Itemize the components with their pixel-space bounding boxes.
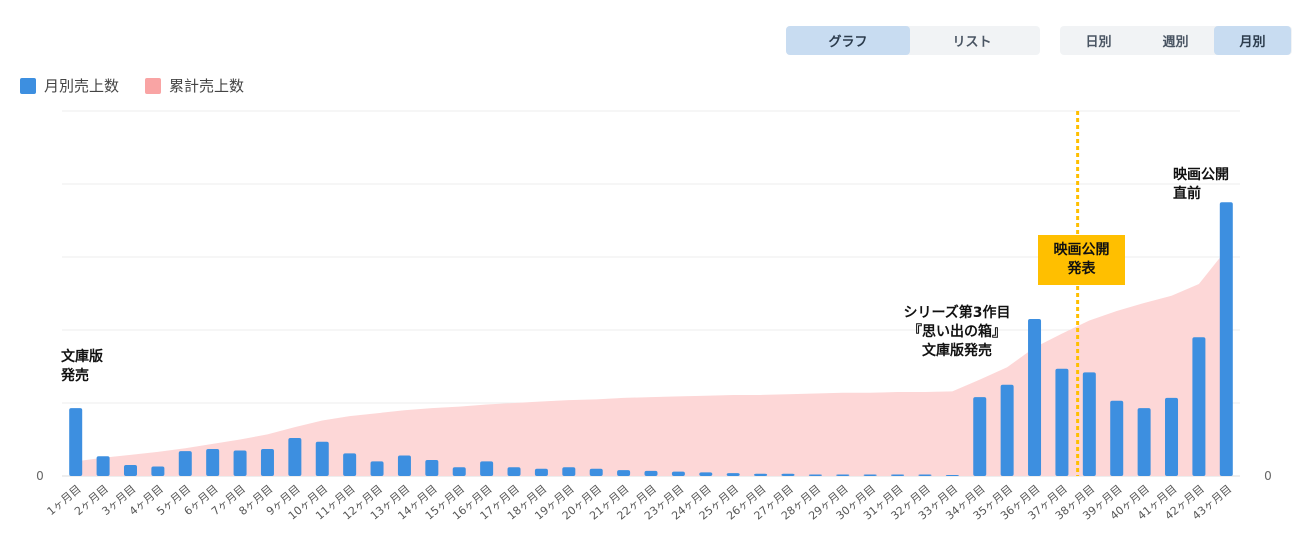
- annotation-before-movie-release: 映画公開 直前: [1173, 167, 1229, 202]
- bar-6: [206, 448, 220, 476]
- bar-41: [1165, 397, 1179, 476]
- bar-33: [945, 475, 959, 476]
- bar-23: [671, 471, 685, 476]
- bar-40: [1137, 408, 1151, 476]
- bar-30: [863, 474, 877, 476]
- bar-1: [69, 408, 83, 476]
- bar-38: [1082, 372, 1096, 476]
- legend-label-monthly: 月別売上数: [44, 77, 120, 95]
- bar-5: [178, 451, 192, 476]
- annotation-bunko-release: 文庫版 発売: [61, 349, 103, 384]
- bar-4: [151, 466, 165, 476]
- bar-21: [617, 470, 631, 476]
- bar-9: [288, 438, 302, 476]
- bar-8: [260, 448, 274, 476]
- bar-34: [973, 397, 987, 476]
- bar-2: [96, 456, 110, 476]
- cumulative-area: [75, 249, 1227, 476]
- bar-43: [1219, 202, 1233, 476]
- bar-16: [480, 461, 494, 476]
- bar-19: [562, 467, 576, 476]
- bar-11: [343, 453, 357, 476]
- bar-10: [315, 441, 329, 476]
- annotation-third-book-release: シリーズ第3作目 『思い出の箱』 文庫版発売: [903, 305, 1011, 359]
- annotation-movie-announcement: 映画公開 発表: [1038, 235, 1125, 285]
- legend-label-cumulative: 累計売上数: [169, 77, 245, 95]
- list-view-button[interactable]: リスト: [952, 35, 992, 50]
- weekly-button[interactable]: 週別: [1162, 35, 1189, 50]
- bar-15: [452, 467, 466, 476]
- chart-legend: 月別売上数 累計売上数: [20, 75, 270, 96]
- bar-14: [425, 459, 439, 476]
- bar-3: [123, 465, 137, 476]
- bar-39: [1110, 400, 1124, 476]
- bar-13: [397, 455, 411, 476]
- bar-7: [233, 450, 247, 476]
- bar-32: [918, 474, 932, 476]
- bar-18: [534, 468, 548, 476]
- y2-axis-tick-0: 0: [1264, 469, 1272, 483]
- bar-20: [589, 468, 603, 476]
- bar-36: [1028, 319, 1042, 476]
- bar-24: [699, 472, 713, 476]
- legend-swatch-monthly: [20, 77, 36, 94]
- period-toggle: 日別 週別 月別: [1060, 26, 1292, 55]
- bar-35: [1000, 384, 1014, 476]
- bar-26: [754, 473, 768, 476]
- bar-12: [370, 461, 384, 476]
- bar-25: [726, 473, 740, 476]
- y-axis-tick-0: 0: [36, 469, 44, 483]
- bar-29: [836, 474, 850, 476]
- bar-42: [1192, 337, 1206, 476]
- legend-item-cumulative[interactable]: 累計売上数: [145, 75, 244, 96]
- bar-37: [1055, 368, 1069, 476]
- bar-27: [781, 473, 795, 476]
- bar-28: [808, 474, 822, 476]
- bar-17: [507, 467, 521, 476]
- legend-item-monthly[interactable]: 月別売上数: [20, 75, 119, 96]
- view-toggle: グラフ リスト: [786, 26, 1040, 55]
- bar-31: [891, 474, 905, 476]
- daily-button[interactable]: 日別: [1085, 35, 1112, 50]
- bar-22: [644, 470, 658, 476]
- monthly-button[interactable]: 月別: [1214, 26, 1291, 55]
- graph-view-button[interactable]: グラフ: [786, 26, 910, 55]
- legend-swatch-cumulative: [145, 77, 162, 94]
